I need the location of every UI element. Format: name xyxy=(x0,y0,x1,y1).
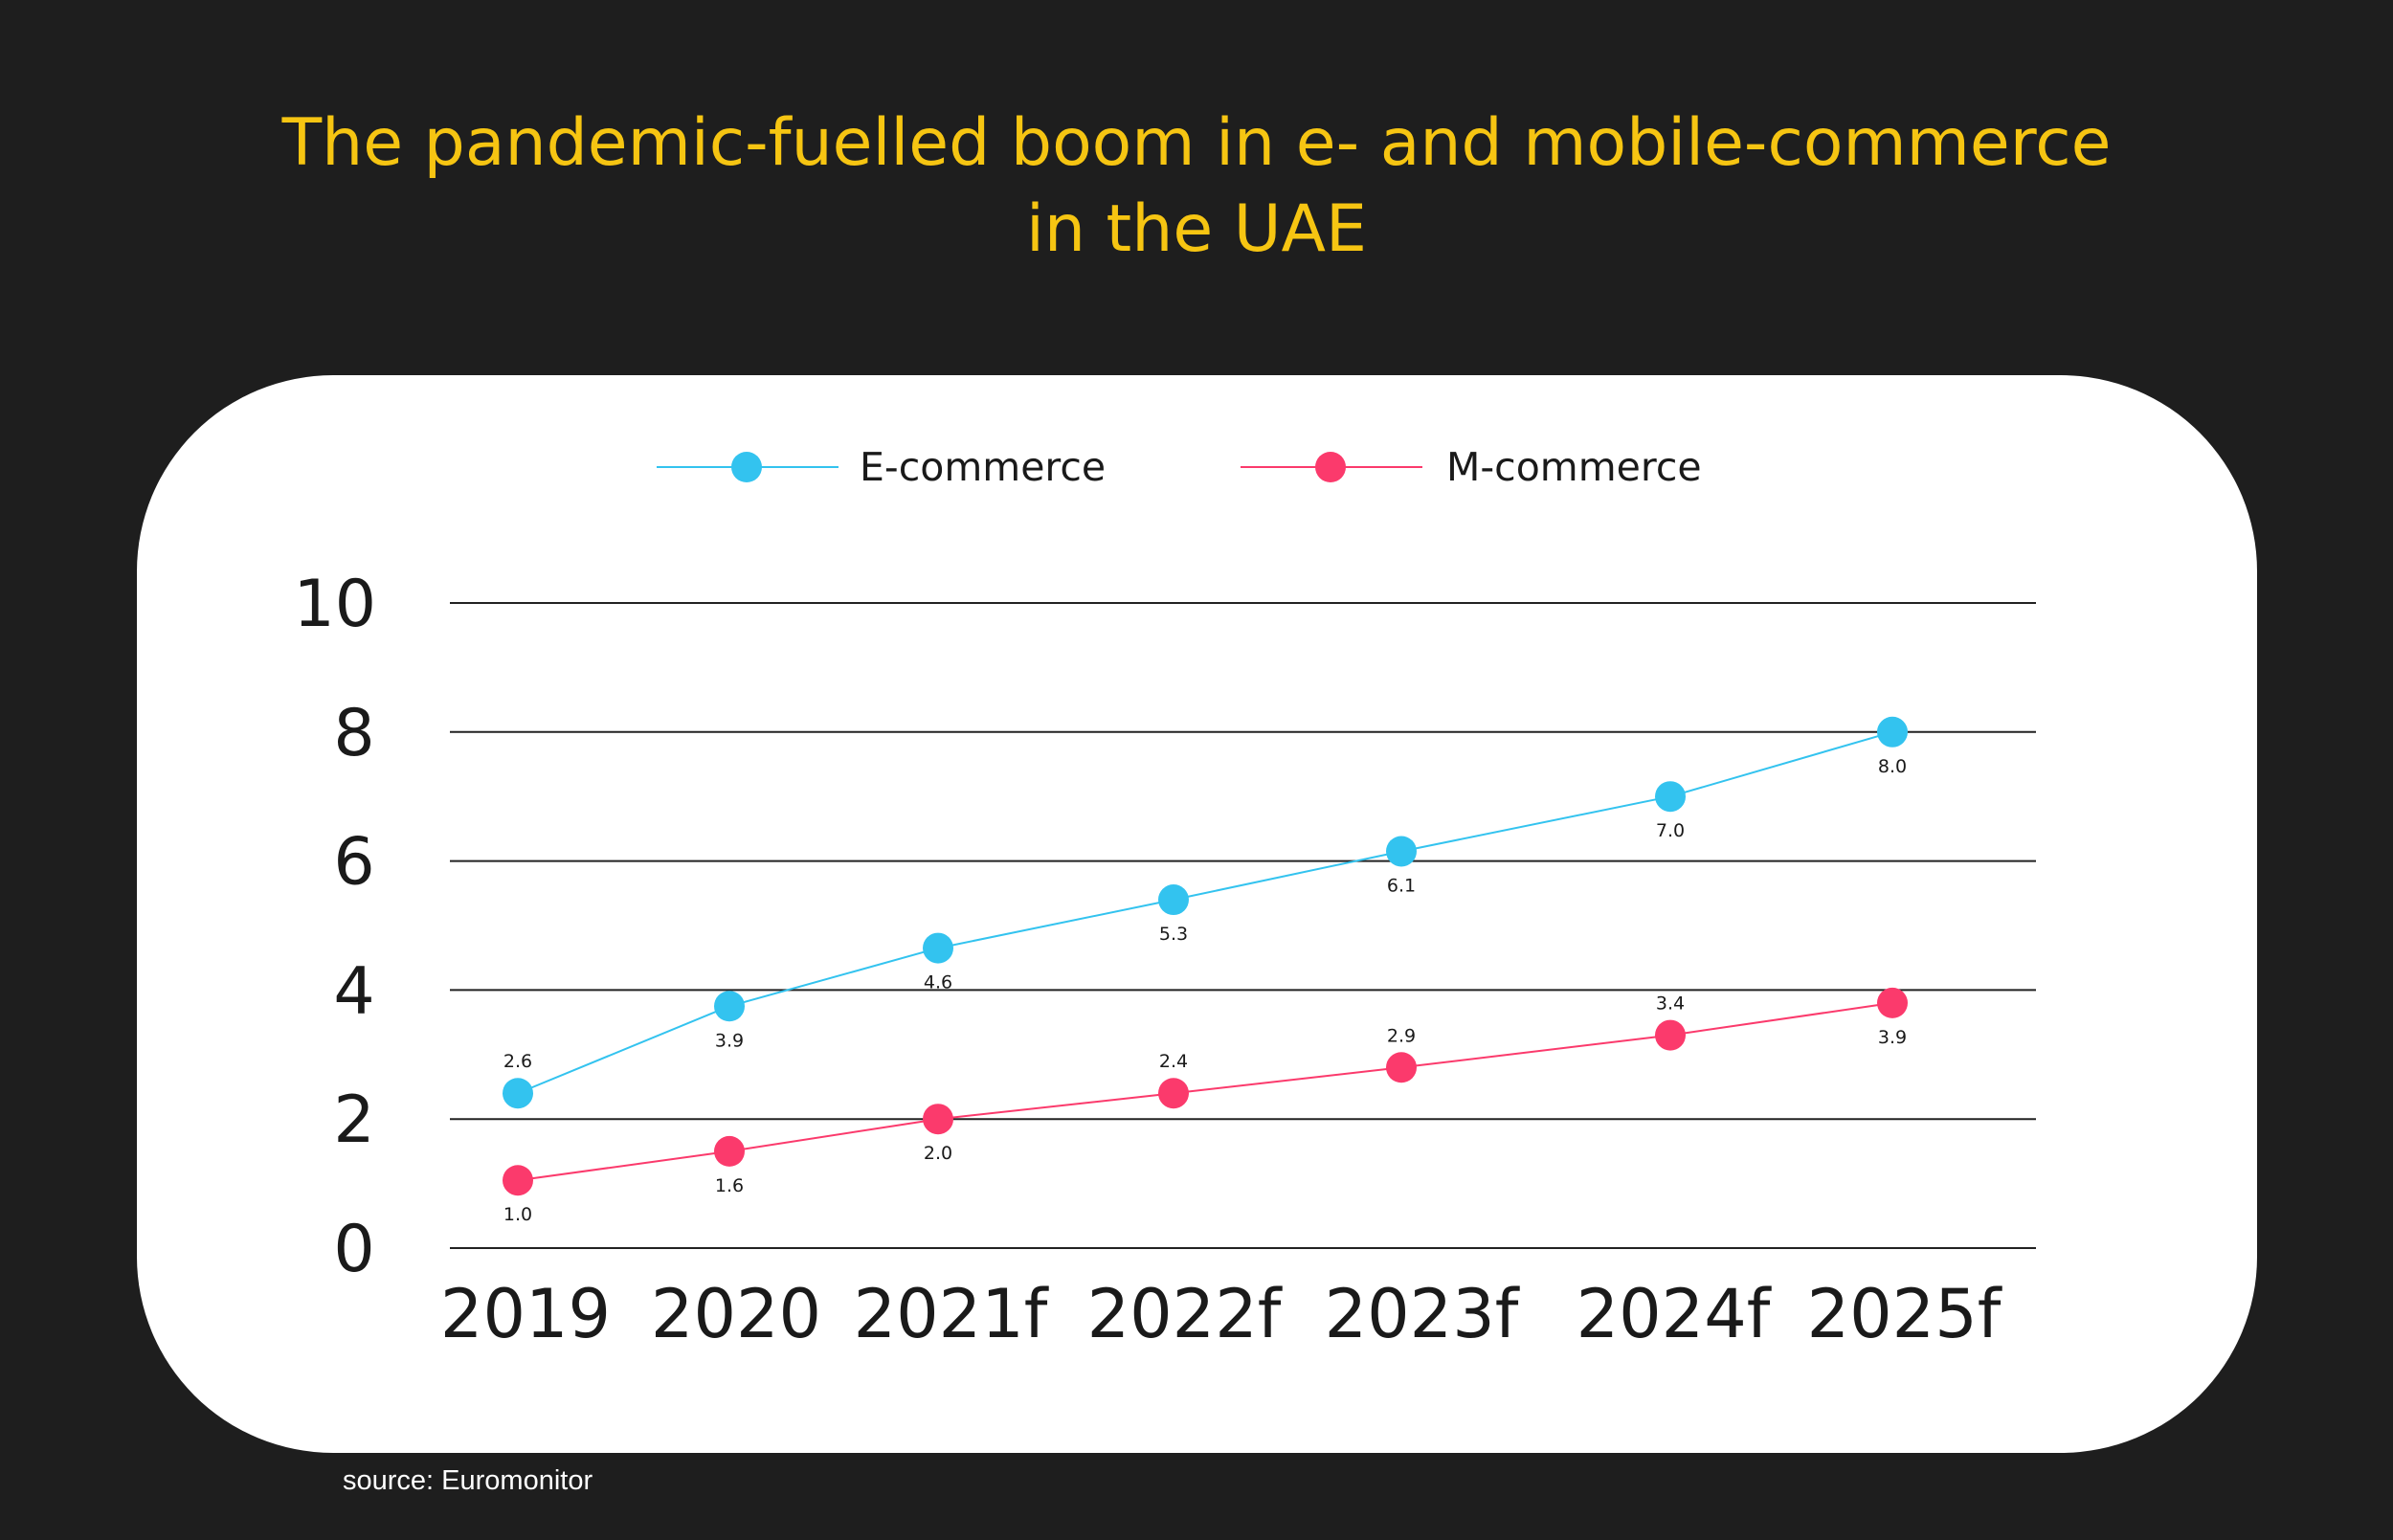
y-tick-label: 2 xyxy=(333,1082,374,1158)
data-point xyxy=(503,1078,533,1109)
data-label: 3.9 xyxy=(715,1030,744,1051)
x-tick-label: 2023f xyxy=(1325,1275,1520,1353)
legend-label: E-commerce xyxy=(860,444,1106,490)
x-tick-label: 2025f xyxy=(1807,1275,2002,1353)
data-point xyxy=(923,932,953,964)
data-label: 7.0 xyxy=(1656,820,1685,841)
chart-title: The pandemic-fuelled boom in e- and mobi… xyxy=(0,100,2393,273)
data-point xyxy=(1158,884,1189,916)
data-label: 2.9 xyxy=(1387,1025,1416,1046)
data-label: 5.3 xyxy=(1159,924,1188,945)
chart-card xyxy=(137,375,2257,1453)
data-point xyxy=(503,1165,533,1196)
data-label: 8.0 xyxy=(1878,756,1907,777)
y-tick-label: 0 xyxy=(333,1212,374,1287)
data-point xyxy=(1877,987,1908,1018)
data-point xyxy=(1158,1078,1189,1109)
x-tick-label: 2022f xyxy=(1087,1275,1283,1353)
x-tick-label: 2021f xyxy=(854,1275,1049,1353)
legend-marker xyxy=(731,452,762,482)
data-label: 2.6 xyxy=(503,1051,532,1072)
y-tick-label: 6 xyxy=(333,825,374,901)
source-note: source: Euromonitor xyxy=(343,1465,593,1496)
data-label: 6.1 xyxy=(1387,875,1416,896)
legend-label: M-commerce xyxy=(1446,444,1702,490)
data-label: 2.0 xyxy=(924,1143,952,1164)
data-label: 2.4 xyxy=(1159,1051,1188,1072)
data-label: 1.0 xyxy=(503,1204,532,1225)
data-point xyxy=(714,991,745,1022)
y-tick-label: 10 xyxy=(293,567,376,642)
chart-title-line-2: in the UAE xyxy=(1025,191,1368,267)
data-point xyxy=(923,1104,953,1135)
x-tick-label: 2024f xyxy=(1577,1275,1772,1353)
legend-marker xyxy=(1315,452,1346,482)
data-point xyxy=(714,1135,745,1167)
data-label: 3.9 xyxy=(1878,1027,1907,1048)
data-point xyxy=(1386,1052,1417,1083)
data-label: 4.6 xyxy=(924,972,952,993)
x-tick-label: 2019 xyxy=(440,1275,611,1353)
data-point xyxy=(1655,1019,1686,1051)
data-label: 1.6 xyxy=(715,1175,744,1196)
data-point xyxy=(1655,781,1686,813)
y-tick-label: 8 xyxy=(333,696,374,771)
data-label: 3.4 xyxy=(1656,993,1685,1015)
y-tick-label: 4 xyxy=(333,953,374,1029)
data-point xyxy=(1386,836,1417,867)
data-point xyxy=(1877,716,1908,748)
x-tick-label: 2020 xyxy=(651,1275,821,1353)
chart-title-line-1: The pandemic-fuelled boom in e- and mobi… xyxy=(281,105,2112,181)
